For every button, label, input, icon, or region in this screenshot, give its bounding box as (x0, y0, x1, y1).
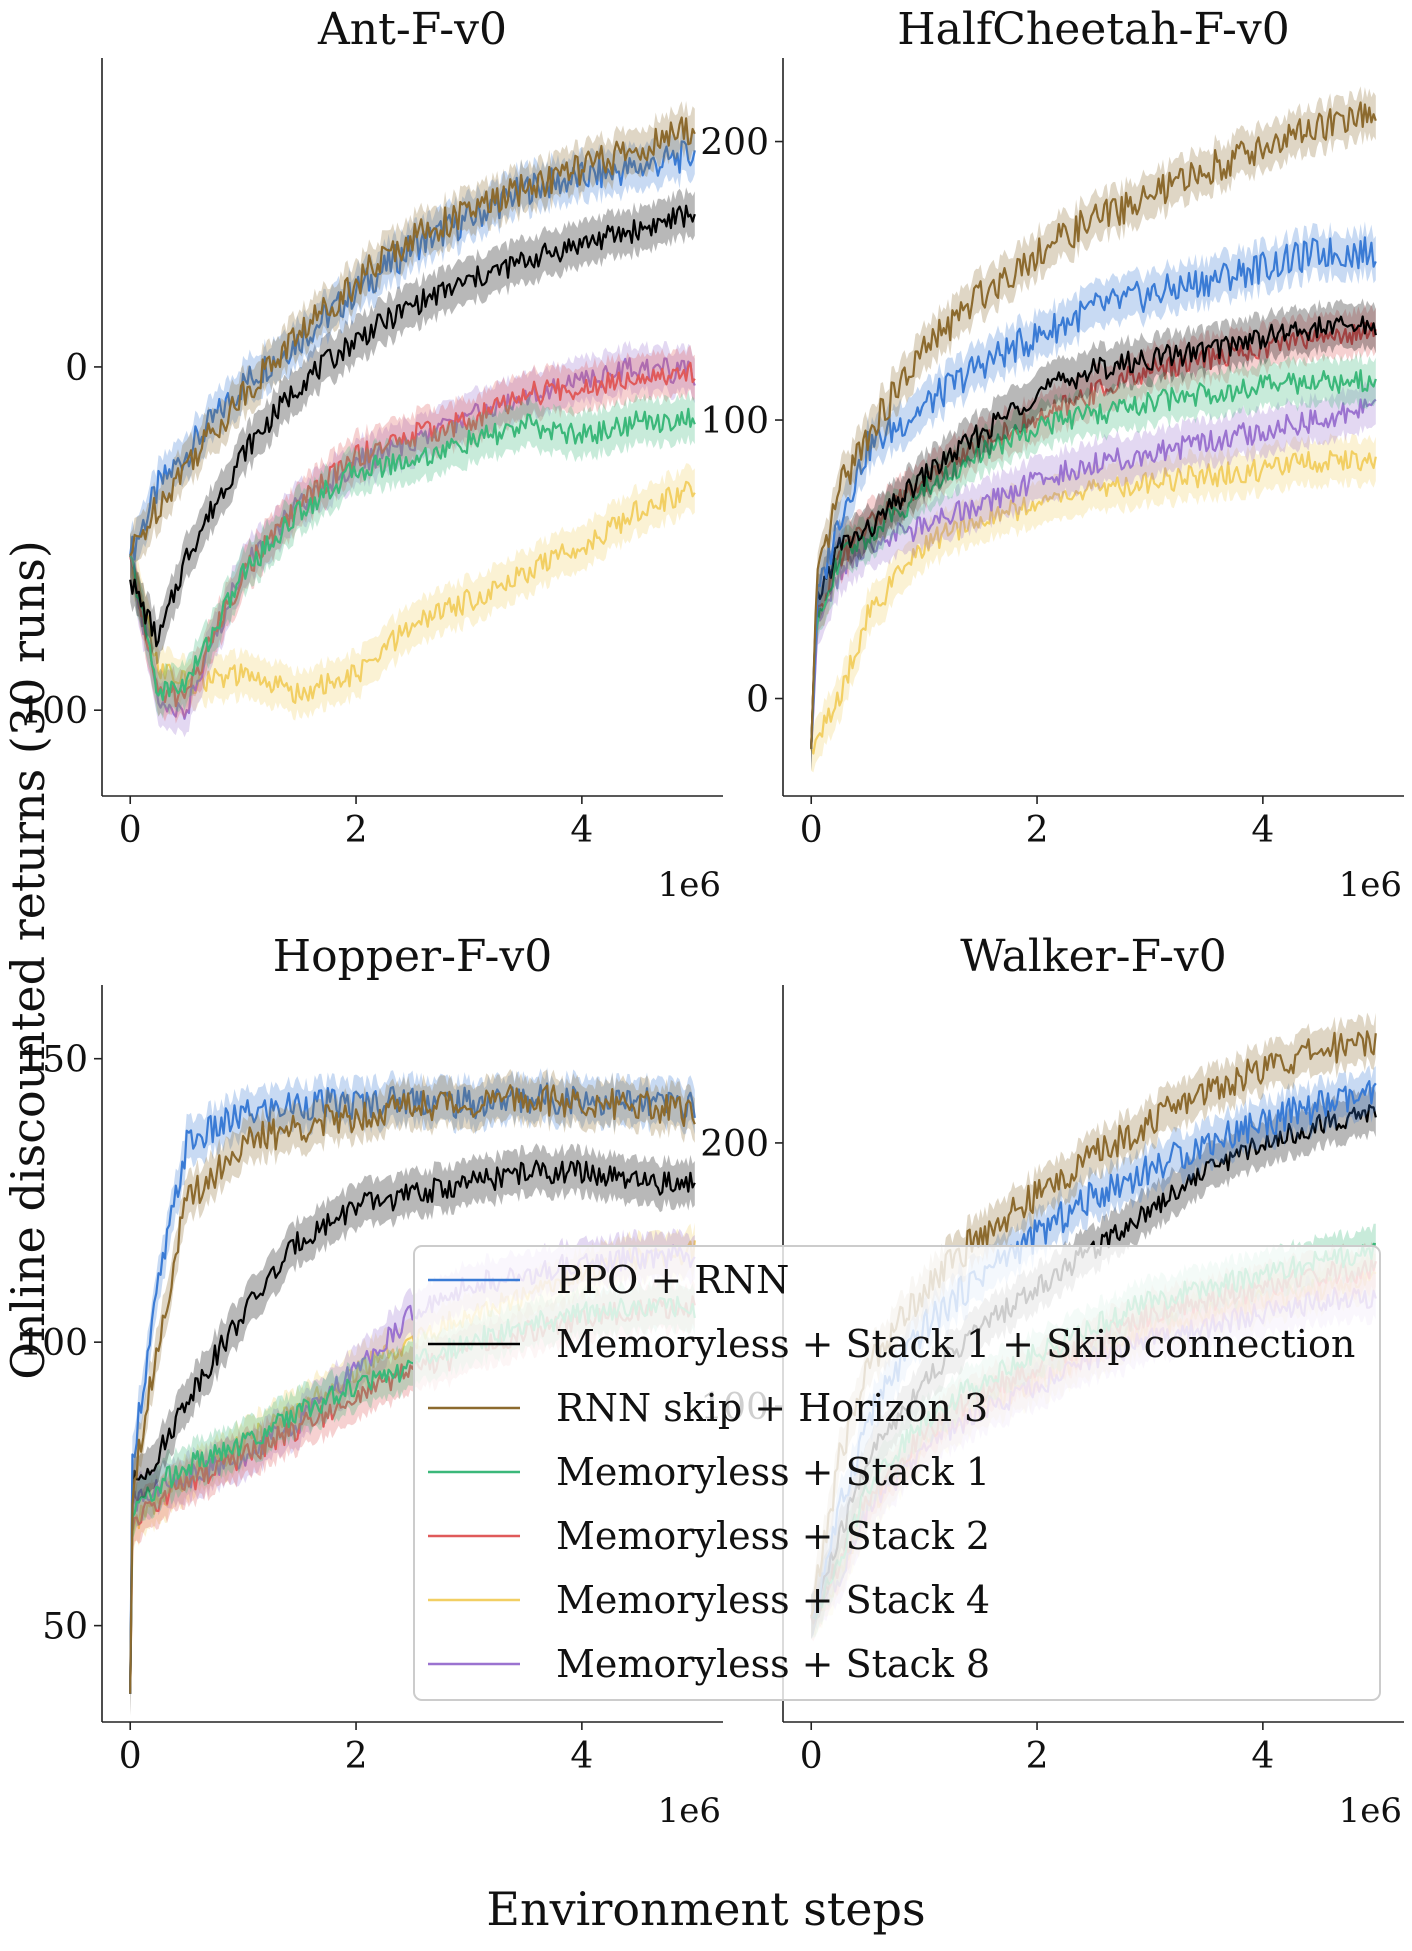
x-tick-label: 4 (570, 1736, 593, 1777)
x-tick-label: 0 (800, 810, 823, 851)
series-line (129, 116, 696, 557)
y-tick-label: 0 (746, 680, 769, 721)
series-band (130, 101, 695, 578)
legend-label: RNN skip + Horizon 3 (556, 1386, 988, 1430)
x-multiplier: 1e6 (1339, 865, 1402, 905)
y-tick-label: 200 (700, 123, 769, 164)
series-line (810, 398, 1377, 749)
panel-title: HalfCheetah-F-v0 (897, 4, 1289, 55)
series-line (129, 480, 696, 704)
series-line (129, 204, 696, 648)
x-tick-label: 2 (1026, 810, 1049, 851)
x-tick-label: 0 (119, 810, 142, 851)
x-multiplier: 1e6 (658, 865, 721, 905)
series-band (130, 340, 695, 738)
panel-0: Ant-F-v0 0 2 4 1e6 0 100 (19, 4, 723, 905)
panel-1: HalfCheetah-F-v0 0 2 4 1e6 0 100 200 (700, 4, 1404, 905)
x-tick-label: 4 (1251, 810, 1274, 851)
x-multiplier: 1e6 (1339, 1791, 1402, 1831)
x-tick-label: 2 (345, 1736, 368, 1777)
panel-title: Ant-F-v0 (317, 4, 507, 55)
x-tick-label: 0 (800, 1736, 823, 1777)
legend-label: Memoryless + Stack 1 + Skip connection (556, 1322, 1355, 1366)
legend-label: PPO + RNN (556, 1258, 789, 1302)
y-tick-label: 100 (19, 691, 88, 732)
legend-label: Memoryless + Stack 1 (556, 1450, 990, 1494)
y-tick-label: 150 (19, 1040, 88, 1081)
legend-label: Memoryless + Stack 8 (556, 1642, 990, 1686)
legend-label: Memoryless + Stack 2 (556, 1514, 990, 1558)
series-line (810, 236, 1377, 749)
y-tick-label: 100 (19, 1323, 88, 1364)
series-line (129, 407, 696, 701)
legend-box (413, 1245, 1381, 1701)
series-band (811, 86, 1376, 771)
panel-title: Hopper-F-v0 (273, 931, 552, 982)
y-tick-label: 100 (700, 401, 769, 442)
x-axis-label: Environment steps (486, 1882, 925, 1936)
x-tick-label: 4 (570, 810, 593, 851)
y-axis-label: Online discounted returns (30 runs) (1, 540, 55, 1380)
legend-label: Memoryless + Stack 4 (556, 1578, 990, 1622)
series-line (810, 369, 1377, 749)
series-line (129, 1084, 696, 1694)
legend: PPO + RNN Memoryless + Stack 1 + Skip con… (413, 1245, 1381, 1701)
series-line (129, 1159, 696, 1694)
series-band (130, 463, 695, 721)
series-line (129, 1082, 696, 1694)
x-tick-label: 2 (345, 810, 368, 851)
y-tick-label: 0 (65, 348, 88, 389)
series-line (810, 315, 1377, 749)
series-band (130, 1143, 695, 1716)
series-band (811, 380, 1376, 771)
series-band (130, 1069, 695, 1716)
series-band (811, 221, 1376, 771)
x-tick-label: 4 (1251, 1736, 1274, 1777)
y-tick-label: 200 (700, 1124, 769, 1165)
series-line (810, 450, 1377, 755)
series-line (810, 101, 1377, 749)
series-line (129, 361, 696, 708)
series-band (811, 1065, 1376, 1639)
x-multiplier: 1e6 (658, 1791, 721, 1831)
x-tick-label: 0 (119, 1736, 142, 1777)
series-band (130, 390, 695, 719)
x-tick-label: 2 (1026, 1736, 1049, 1777)
y-tick-label: 50 (42, 1607, 88, 1648)
series-band (811, 1012, 1376, 1639)
panel-title: Walker-F-v0 (960, 931, 1227, 982)
